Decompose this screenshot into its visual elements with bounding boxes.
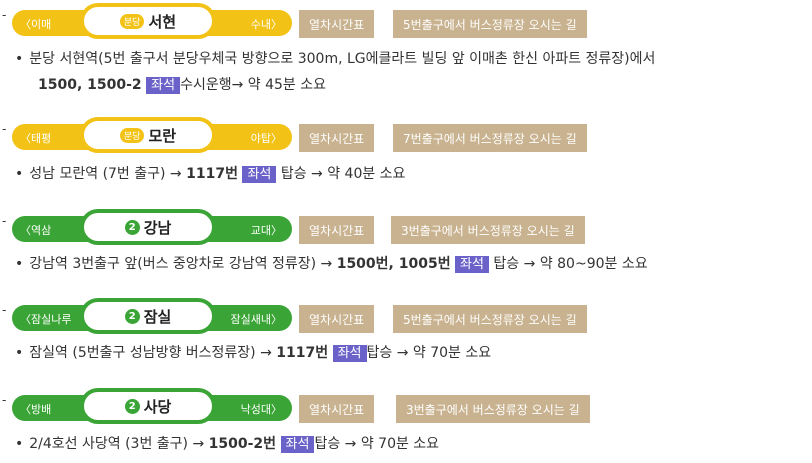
timetable-button[interactable]: 열차시간표 bbox=[299, 10, 375, 38]
bus-number: 1117번 bbox=[276, 345, 329, 361]
bus-number: 1500, 1500-2 bbox=[38, 77, 142, 93]
route-description: • 잠실역 (5번출구 성남방향 버스정류장) → 1117번 좌석 탑승 → 약 … bbox=[15, 345, 492, 362]
line-sign: 〈잠실나루 2 잠실 잠실새내〉 bbox=[12, 298, 292, 334]
station-pill: 분당 모란 bbox=[80, 117, 216, 153]
bus-stop-guide-button[interactable]: 5번출구에서 버스정류장 오시는 길 bbox=[393, 305, 587, 333]
timetable-button[interactable]: 열차시간표 bbox=[299, 124, 375, 152]
line-sign: 〈태평 분당 모란 야탑〉 bbox=[12, 117, 292, 153]
next-station: 낙성대〉 bbox=[240, 403, 282, 416]
prev-station: 〈역삼 bbox=[20, 224, 52, 237]
line-badge: 분당 bbox=[119, 127, 145, 143]
route-description: • 성남 모란역 (7번 출구) → 1117번 좌석 탑승 → 약 40분 소요 bbox=[15, 166, 406, 183]
station-name: 강남 bbox=[143, 218, 172, 237]
timetable-button[interactable]: 열차시간표 bbox=[299, 216, 375, 244]
bus-number: 1500번, 1005번 bbox=[336, 256, 451, 272]
station-pill: 2 잠실 bbox=[80, 298, 216, 334]
line-number-icon: 2 bbox=[124, 398, 140, 414]
timetable-button[interactable]: 열차시간표 bbox=[299, 305, 375, 333]
station-pill: 2 사당 bbox=[80, 388, 216, 424]
station-pill: 2 강남 bbox=[80, 209, 216, 245]
next-station: 야탑〉 bbox=[250, 132, 282, 145]
station-name: 잠실 bbox=[143, 307, 172, 326]
seat-badge: 좌석 bbox=[332, 345, 367, 362]
next-station: 교대〉 bbox=[250, 224, 282, 237]
next-station: 수내〉 bbox=[250, 18, 282, 31]
line-sign: 〈역삼 2 강남 교대〉 bbox=[12, 209, 292, 245]
station-name: 사당 bbox=[143, 397, 172, 416]
route-description: • 분당 서현역(5번 출구서 분당우체국 방향으로 300m, LG에클라트 빌… bbox=[15, 51, 656, 67]
route-description: • 강남역 3번출구 앞(버스 중앙차로 강남역 정류장) → 1500번, 10… bbox=[15, 256, 648, 273]
timetable-button[interactable]: 열차시간표 bbox=[299, 395, 375, 423]
bus-stop-guide-button[interactable]: 5번출구에서 버스정류장 오시는 길 bbox=[393, 10, 587, 38]
route-description-cont: 1500, 1500-2 좌석 수시운행→ 약 45분 소요 bbox=[38, 77, 326, 94]
bus-stop-guide-button[interactable]: 3번출구에서 버스정류장 오시는 길 bbox=[396, 395, 590, 423]
station-pill: 분당 서현 bbox=[80, 3, 216, 39]
seat-badge: 좌석 bbox=[280, 436, 315, 453]
bus-stop-guide-button[interactable]: 3번출구에서 버스정류장 오시는 길 bbox=[391, 216, 585, 244]
line-number-icon: 2 bbox=[124, 308, 140, 324]
bus-number: 1500-2번 bbox=[208, 436, 277, 452]
seat-badge: 좌석 bbox=[146, 77, 181, 94]
prev-station: 〈방배 bbox=[20, 403, 52, 416]
seat-badge: 좌석 bbox=[242, 166, 277, 183]
prev-station: 〈잠실나루 bbox=[20, 313, 72, 326]
station-name: 모란 bbox=[148, 126, 177, 145]
route-description: • 2/4호선 사당역 (3번 출구) → 1500-2번 좌석 탑승 → 약 70… bbox=[15, 436, 440, 453]
seat-badge: 좌석 bbox=[455, 256, 489, 273]
line-number-icon: 2 bbox=[124, 219, 140, 235]
line-sign: 〈방배 2 사당 낙성대〉 bbox=[12, 388, 292, 424]
prev-station: 〈태평 bbox=[20, 132, 52, 145]
prev-station: 〈이매 bbox=[20, 18, 52, 31]
line-badge: 분당 bbox=[119, 13, 145, 29]
station-name: 서현 bbox=[148, 12, 177, 31]
line-sign: 〈이매 분당 서현 수내〉 bbox=[12, 3, 292, 39]
next-station: 잠실새내〉 bbox=[230, 313, 282, 326]
bus-stop-guide-button[interactable]: 7번출구에서 버스정류장 오시는 길 bbox=[393, 124, 587, 152]
bus-number: 1117번 bbox=[186, 166, 238, 182]
